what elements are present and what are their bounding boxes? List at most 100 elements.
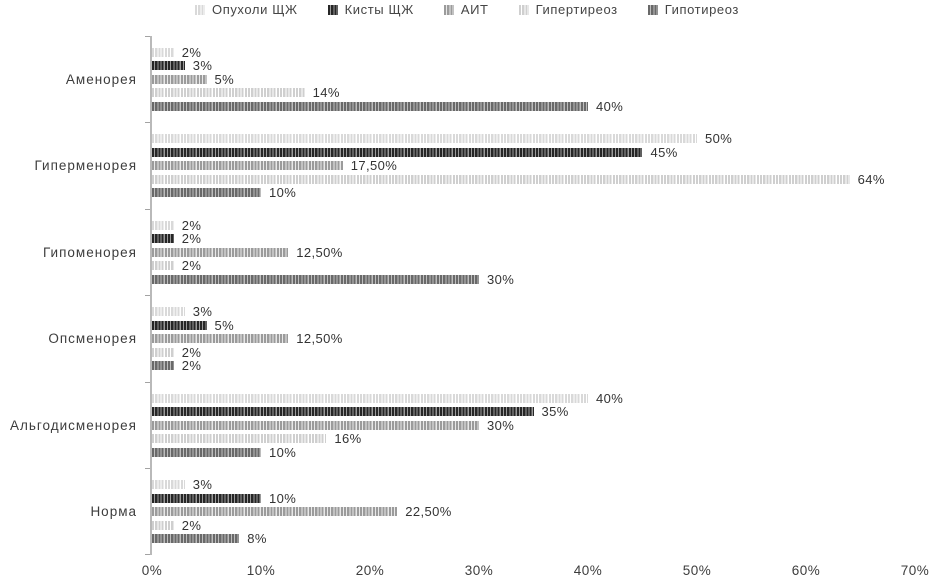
bar-segment bbox=[152, 347, 174, 357]
bar-row: 8% bbox=[152, 531, 915, 547]
legend-item: АИТ bbox=[443, 2, 489, 17]
bar-row: 10% bbox=[152, 490, 915, 506]
bar-value-label: 64% bbox=[857, 171, 885, 187]
bar-segment bbox=[152, 307, 185, 317]
category-label: Норма bbox=[90, 504, 137, 520]
category-group: Альгодисменорея 40% 35% 30% 16% 10% bbox=[0, 381, 915, 469]
bar-segment bbox=[152, 188, 261, 198]
bar-value-label: 40% bbox=[596, 390, 624, 406]
bar-row: 50% bbox=[152, 131, 915, 147]
bar-segment bbox=[152, 220, 174, 230]
bar-value-label: 30% bbox=[486, 271, 515, 287]
bar-segment bbox=[152, 493, 261, 503]
category-label: Опсменорея bbox=[48, 331, 137, 347]
bar-segment bbox=[152, 274, 479, 284]
bar-row: 10% bbox=[152, 185, 915, 201]
bar-segment bbox=[152, 361, 174, 371]
bar-row: 17,50% bbox=[152, 158, 915, 174]
bar-value-label: 10% bbox=[268, 490, 297, 506]
bar-value-label: 16% bbox=[334, 431, 362, 447]
bar-value-label: 17,50% bbox=[350, 158, 398, 174]
bar-value-label: 35% bbox=[541, 404, 569, 420]
bar-row: 45% bbox=[152, 144, 915, 160]
category-label: Альгодисменорея bbox=[9, 417, 137, 433]
x-axis-tick-label: 70% bbox=[900, 563, 930, 578]
bar-segment bbox=[152, 161, 343, 171]
x-axis: 0% 10% 20% 30% 40% 50% 60% 70% bbox=[142, 557, 929, 583]
bar-value-label: 45% bbox=[650, 144, 678, 160]
bar-segment bbox=[152, 534, 240, 544]
legend-swatch-icon bbox=[194, 4, 205, 15]
bar-segment bbox=[152, 47, 174, 57]
bar-segment bbox=[152, 247, 289, 257]
bar-segment bbox=[152, 407, 534, 417]
bar-row: 35% bbox=[152, 404, 915, 420]
bar-row: 14% bbox=[152, 85, 915, 101]
bar-segment bbox=[152, 334, 289, 344]
bar-value-label: 14% bbox=[312, 85, 340, 101]
bar-value-label: 5% bbox=[214, 317, 235, 333]
bar-segment bbox=[152, 261, 174, 271]
category-group: Гиперменорея 50% 45% 17,50% 64% 10% bbox=[0, 122, 915, 209]
bar-row: 3% bbox=[152, 477, 915, 492]
bar-row: 3% bbox=[152, 304, 915, 320]
category-label: Гипоменорея bbox=[43, 244, 137, 260]
bar-segment bbox=[152, 520, 174, 530]
bar-segment bbox=[152, 420, 479, 430]
bar-segment bbox=[152, 74, 207, 84]
category-group: Гипоменорея 2% 2% 12,50% 2% 30% bbox=[0, 208, 915, 296]
bar-value-label: 12,50% bbox=[296, 244, 343, 260]
bar-row: 30% bbox=[152, 417, 915, 433]
bar-segment bbox=[152, 434, 327, 444]
bar-value-label: 2% bbox=[181, 258, 202, 274]
bar-row: 64% bbox=[152, 171, 915, 187]
bar-value-label: 8% bbox=[247, 531, 267, 547]
bar-value-label: 5% bbox=[214, 71, 235, 87]
bar-value-label: 2% bbox=[181, 44, 202, 60]
category-group: Аменорея 2% 3% 5% 14% 40% bbox=[0, 35, 915, 123]
bar-value-label: 10% bbox=[268, 185, 297, 201]
bar-segment bbox=[152, 447, 261, 457]
bar-value-label: 22,50% bbox=[405, 504, 452, 520]
x-axis-tick-label: 40% bbox=[573, 563, 603, 578]
bar-row: 16% bbox=[152, 431, 915, 447]
x-axis-tick-label: 20% bbox=[355, 563, 385, 578]
legend-swatch-icon bbox=[327, 4, 338, 15]
bar-segment bbox=[152, 88, 305, 98]
bar-row: 5% bbox=[152, 317, 915, 333]
bar-row: 2% bbox=[152, 258, 915, 274]
bar-value-label: 40% bbox=[596, 98, 624, 114]
legend-item: Кисты ЩЖ bbox=[327, 2, 414, 17]
category-bars: 2% 3% 5% 14% 40% bbox=[145, 35, 915, 123]
bar-segment bbox=[152, 61, 185, 71]
bar-segment bbox=[152, 234, 174, 244]
bar-row: 12,50% bbox=[152, 244, 915, 260]
legend-swatch-icon bbox=[518, 4, 529, 15]
category-bars: 2% 2% 12,50% 2% 30% bbox=[145, 208, 915, 296]
bar-segment bbox=[152, 393, 588, 403]
bar-segment bbox=[152, 480, 185, 490]
bar-value-label: 30% bbox=[486, 417, 515, 433]
bar-row: 30% bbox=[152, 271, 915, 287]
bar-row: 2% bbox=[152, 345, 915, 360]
category-bars: 50% 45% 17,50% 64% 10% bbox=[145, 122, 915, 209]
chart-legend: Опухоли ЩЖ Кисты ЩЖ АИТ Гипертиреоз Гипотире… bbox=[0, 2, 934, 17]
bar-row: 22,50% bbox=[152, 504, 915, 520]
category-bars: 3% 10% 22,50% 2% 8% bbox=[145, 468, 915, 555]
legend-swatch-icon bbox=[647, 4, 658, 15]
legend-item: Гипотиреоз bbox=[647, 2, 739, 17]
legend-label: Гипертиреоз bbox=[535, 2, 618, 17]
legend-label: АИТ bbox=[460, 2, 489, 17]
bar-value-label: 3% bbox=[192, 304, 213, 320]
bar-value-label: 2% bbox=[181, 358, 202, 374]
plot-area: Аменорея 2% 3% 5% 14% 40% Гиперменорея 50% 45% 17… bbox=[0, 35, 915, 555]
x-axis-tick-label: 60% bbox=[791, 563, 821, 578]
bar-value-label: 50% bbox=[705, 131, 733, 147]
category-bars: 3% 5% 12,50% 2% 2% bbox=[145, 295, 915, 382]
category-group: Норма 3% 10% 22,50% 2% 8% bbox=[0, 468, 915, 555]
bar-value-label: 2% bbox=[181, 517, 202, 533]
bar-value-label: 12,50% bbox=[296, 331, 343, 347]
legend-label: Гипотиреоз bbox=[664, 2, 739, 17]
bar-row: 2% bbox=[152, 44, 915, 60]
legend-item: Гипертиреоз bbox=[518, 2, 618, 17]
